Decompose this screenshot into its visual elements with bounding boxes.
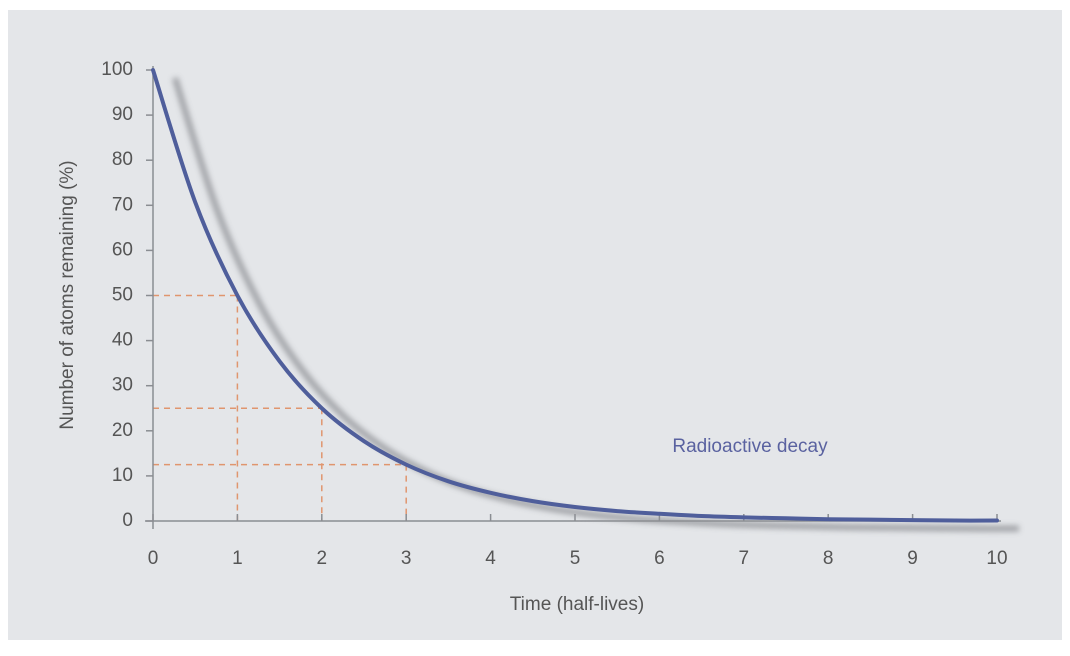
- y-tick-label: 60: [112, 239, 133, 260]
- y-tick-label: 10: [112, 465, 133, 486]
- curve-shadow: [172, 77, 1020, 532]
- x-tick-label: 9: [907, 548, 918, 569]
- x-tick-label: 5: [570, 548, 581, 569]
- y-tick-label: 100: [101, 59, 133, 80]
- y-tick-label: 90: [112, 104, 133, 125]
- panel: [8, 10, 1062, 640]
- x-tick-label: 2: [317, 548, 328, 569]
- y-tick-label: 80: [112, 149, 133, 170]
- x-tick-label: 1: [232, 548, 243, 569]
- x-axis-label: Time (half-lives): [510, 594, 644, 615]
- y-tick-label: 50: [112, 285, 133, 306]
- x-tick-label: 3: [401, 548, 412, 569]
- y-axis-label: Number of atoms remaining (%): [57, 160, 78, 429]
- y-tick-label: 20: [112, 420, 133, 441]
- y-tick-label: 30: [112, 375, 133, 396]
- y-tick-label: 70: [112, 194, 133, 215]
- x-tick-label: 7: [739, 548, 750, 569]
- x-tick-label: 10: [986, 548, 1007, 569]
- y-tick-label: 0: [122, 510, 133, 531]
- y-tick-label: 40: [112, 330, 133, 351]
- x-tick-label: 6: [654, 548, 665, 569]
- annotation: Radioactive decay: [672, 436, 828, 457]
- x-tick-label: 4: [485, 548, 496, 569]
- curve: [151, 68, 999, 523]
- x-tick-label: 8: [823, 548, 834, 569]
- x-tick-label: 0: [148, 548, 159, 569]
